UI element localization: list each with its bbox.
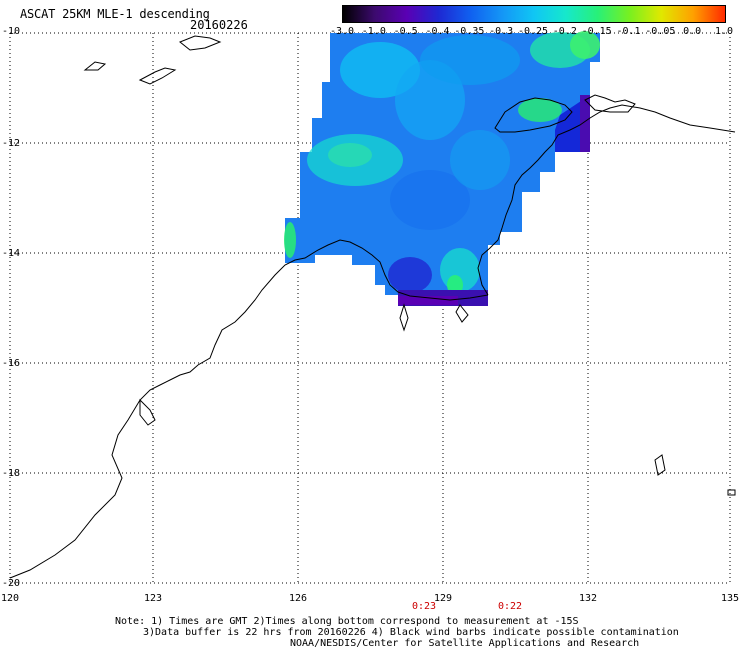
swath-patch xyxy=(398,296,458,305)
swath-patch xyxy=(390,170,470,230)
lat-label: -10 xyxy=(2,26,21,37)
coastline-segment xyxy=(179,35,222,51)
coastline-segment xyxy=(9,239,489,579)
colorbar-tick-label: -0.1 xyxy=(616,26,641,37)
swath-patch xyxy=(580,95,590,152)
swath-patch xyxy=(328,143,372,167)
lat-label: -18 xyxy=(2,468,21,479)
data-swath xyxy=(284,31,600,306)
time-label: 0:22 xyxy=(497,601,523,612)
swath-patch xyxy=(570,31,600,59)
chart-date: 20160226 xyxy=(190,18,248,32)
colorbar-tick-label: -0.4 xyxy=(425,26,450,37)
colorbar-tick-label: -0.3 xyxy=(489,26,514,37)
note-line-2: 3)Data buffer is 22 hrs from 20160226 4)… xyxy=(143,627,679,638)
coastline-segment xyxy=(477,104,736,296)
note-line-3: NOAA/NESDIS/Center for Satellite Applica… xyxy=(290,638,640,649)
swath-patch xyxy=(420,35,520,85)
coastline-segment xyxy=(399,303,409,332)
colorbar-tick-label: -3.0 xyxy=(329,26,355,37)
coastline-segment xyxy=(584,94,636,113)
colorbar-tick-label: -0.2 xyxy=(552,26,577,37)
lon-label: 120 xyxy=(0,593,20,604)
colorbar-tick-label: 0.0 xyxy=(683,26,702,37)
lon-label: 132 xyxy=(578,593,598,604)
colorbar-tick-label: 1.0 xyxy=(714,26,734,37)
coastline-segment xyxy=(83,61,107,71)
chart-title: ASCAT 25KM MLE-1 descending xyxy=(20,7,210,21)
swath-patch xyxy=(388,257,432,293)
swath-base xyxy=(285,33,600,305)
lon-label: 135 xyxy=(720,593,740,604)
time-label: 0:23 xyxy=(411,601,437,612)
lon-label: 123 xyxy=(143,593,163,604)
lat-label: -12 xyxy=(2,138,21,149)
colorbar-tick-label: -0.25 xyxy=(517,26,549,37)
coastline-segment xyxy=(727,489,736,496)
coastline-segment xyxy=(138,67,177,85)
swath-patch xyxy=(518,98,562,122)
swath-patch xyxy=(450,130,510,190)
coastline-segment xyxy=(455,304,469,323)
colorbar-tick-label: -0.15 xyxy=(581,26,612,37)
colorbar-tick-label: -0.05 xyxy=(645,26,676,37)
coastline xyxy=(9,35,736,579)
coastline-segment xyxy=(494,97,573,133)
colorbar xyxy=(342,5,726,23)
coastline-segment xyxy=(139,398,156,426)
lon-label: 129 xyxy=(433,593,453,604)
lat-label: -20 xyxy=(2,578,21,589)
coastline-segment xyxy=(654,454,666,476)
swath-patch xyxy=(284,222,296,258)
colorbar-tick-label: -1.0 xyxy=(361,26,386,37)
lat-label: -16 xyxy=(2,358,21,369)
lon-label: 126 xyxy=(288,593,308,604)
lat-label: -14 xyxy=(2,248,21,259)
colorbar-tick-label: -0.35 xyxy=(454,26,485,37)
note-line-1: Note: 1) Times are GMT 2)Times along bot… xyxy=(115,616,579,627)
colorbar-tick-label: -0.5 xyxy=(393,26,418,37)
